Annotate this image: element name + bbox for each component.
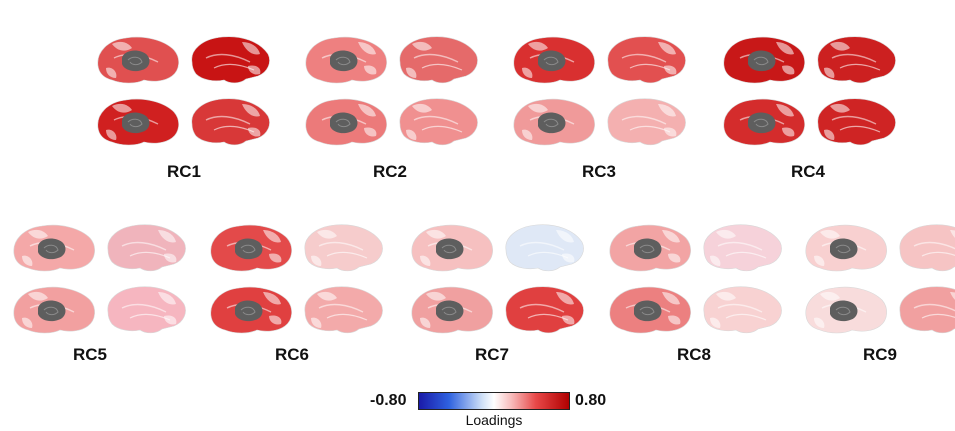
brain-panel-rc8 [604,216,788,340]
panel-label-rc9: RC9 [862,345,897,364]
lateral-view [607,98,686,146]
brain-surfaces [513,36,686,146]
brain-panel-rc6 [205,216,389,340]
lateral-view [703,286,782,334]
lateral-view [107,286,186,334]
brain-panel-rc3 [508,28,692,152]
colorbar-min-label: -0.80 [370,392,407,409]
brain-surfaces [609,224,782,334]
medial-view [305,36,387,84]
brain-panel-rc2 [300,28,484,152]
colorbar [418,392,570,410]
lateral-view [399,98,478,146]
brain-surfaces [13,224,186,334]
lateral-view [607,36,686,84]
lateral-view [107,224,186,272]
medial-view [97,98,179,146]
panel-label-rc1: RC1 [166,162,201,181]
panel-label-rc8: RC8 [676,345,711,364]
colorbar-max-label: 0.80 [575,392,607,409]
lateral-view [505,286,584,334]
panel-label-rc2: RC2 [372,162,407,181]
medial-view [805,224,887,272]
medial-view [609,286,691,334]
brain-surfaces [411,224,584,334]
medial-view [513,98,595,146]
colorbar-title: Loadings [465,412,523,428]
medial-view [305,98,387,146]
medial-view [513,36,595,84]
medial-view [411,286,493,334]
brain-panel-rc5 [8,216,192,340]
medial-view [97,36,179,84]
medial-view [411,224,493,272]
lateral-view [817,36,896,84]
brain-surfaces [97,36,270,146]
lateral-view [505,224,584,272]
lateral-view [399,36,478,84]
brain-surfaces [723,36,896,146]
lateral-view [899,286,955,334]
panel-label-rc7: RC7 [474,345,509,364]
lateral-view [191,98,270,146]
medial-view [13,286,95,334]
panel-label-rc5: RC5 [72,345,107,364]
lateral-view [817,98,896,146]
brain-panel-rc9 [800,216,955,340]
brain-panel-rc7 [406,216,590,340]
panel-label-rc3: RC3 [581,162,616,181]
medial-view [13,224,95,272]
brain-surfaces [305,36,478,146]
brain-surfaces [805,224,955,334]
panel-label-rc4: RC4 [790,162,825,181]
brain-panel-rc1 [92,28,276,152]
medial-view [210,286,292,334]
lateral-view [899,224,955,272]
lateral-view [703,224,782,272]
lateral-view [191,36,270,84]
lateral-view [304,286,383,334]
medial-view [210,224,292,272]
brain-surfaces [210,224,383,334]
panel-label-rc6: RC6 [274,345,309,364]
lateral-view [304,224,383,272]
medial-view [723,98,805,146]
brain-panel-rc4 [718,28,902,152]
medial-view [723,36,805,84]
medial-view [609,224,691,272]
medial-view [805,286,887,334]
